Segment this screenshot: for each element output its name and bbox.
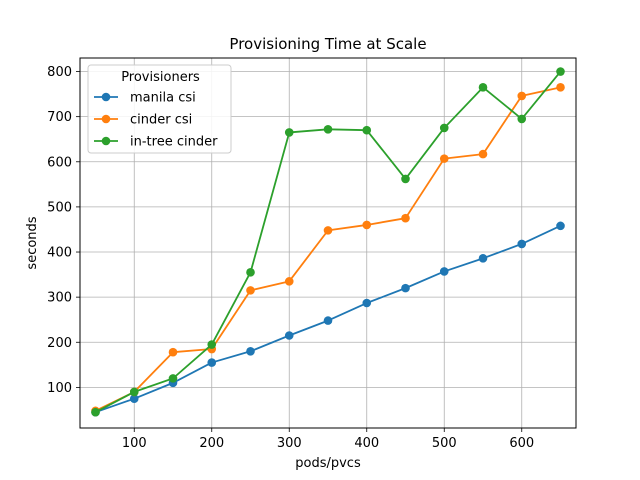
x-tick-label: 600 (509, 436, 534, 451)
ticks: 100 200 300 400 500 600 100 200 300 400 500 600 700 8… (47, 65, 534, 451)
plot-frame (79, 57, 577, 429)
data-point-manila-csi (129, 394, 139, 403)
y-tick-label: 400 (47, 246, 72, 261)
data-point-in-tree-cinder (556, 67, 565, 76)
y-tick-label: 300 (47, 291, 72, 306)
legend-swatch-marker (101, 92, 111, 102)
data-point-manila-csi (556, 221, 565, 231)
legend-item-cinder-csi: cinder csi (94, 113, 192, 128)
y-axis-label: seconds (25, 216, 40, 269)
legend: Provisioners manila csi cinder csi in-tree … (87, 64, 232, 154)
y-tick-label: 500 (47, 200, 72, 215)
data-point-manila-csi (517, 239, 527, 249)
data-point-manila-csi (323, 316, 333, 325)
y-tick-label: 700 (47, 110, 72, 125)
x-tick-label: 300 (277, 436, 302, 451)
y-tick-label: 600 (47, 155, 72, 170)
legend-title: Provisioners (121, 70, 200, 85)
legend-item-in-tree-cinder: in-tree cinder (94, 135, 218, 150)
data-point-cinder-csi (362, 220, 372, 230)
grid (80, 58, 576, 428)
data-point-in-tree-cinder (207, 340, 217, 349)
data-point-cinder-csi (284, 277, 294, 286)
data-point-cinder-csi (401, 213, 410, 223)
legend-box (87, 64, 232, 154)
legend-item-manila-csi: manila csi (94, 91, 196, 106)
data-point-cinder-csi (556, 83, 565, 92)
x-axis-label: pods/pvcs (295, 456, 361, 471)
y-tick-label: 100 (47, 381, 72, 396)
data-point-cinder-csi (439, 154, 449, 163)
legend-swatch-marker (101, 136, 111, 146)
x-tick-label: 100 (122, 436, 147, 451)
data-point-in-tree-cinder (91, 407, 100, 417)
data-point-manila-csi (246, 346, 255, 356)
x-tick-label: 200 (199, 436, 224, 451)
data-point-cinder-csi (323, 226, 333, 235)
data-point-in-tree-cinder (517, 114, 527, 124)
legend-label: manila csi (130, 91, 196, 106)
x-tick-label: 500 (432, 436, 457, 451)
series-in-tree-cinder (91, 67, 565, 417)
data-point-in-tree-cinder (478, 83, 488, 92)
data-point-in-tree-cinder (246, 268, 255, 277)
data-point-in-tree-cinder (362, 125, 372, 135)
data-point-in-tree-cinder (129, 387, 139, 397)
data-point-cinder-csi (478, 149, 488, 159)
data-point-manila-csi (284, 331, 294, 340)
y-tick-label: 200 (47, 336, 72, 351)
data-point-manila-csi (478, 254, 488, 263)
data-point-in-tree-cinder (323, 124, 333, 134)
legend-swatch-marker (101, 114, 111, 124)
x-tick-label: 400 (354, 436, 379, 451)
data-point-cinder-csi (246, 286, 255, 295)
data-point-cinder-csi (168, 347, 178, 357)
data-point-in-tree-cinder (168, 374, 178, 383)
data-point-manila-csi (362, 298, 372, 308)
data-point-manila-csi (439, 267, 449, 276)
y-tick-label: 800 (47, 65, 72, 80)
data-point-manila-csi (401, 283, 410, 293)
data-point-in-tree-cinder (284, 128, 294, 137)
series-group (91, 67, 565, 417)
data-point-in-tree-cinder (401, 174, 410, 184)
legend-label: cinder csi (130, 113, 192, 128)
data-point-cinder-csi (517, 91, 527, 101)
chart-title: Provisioning Time at Scale (229, 35, 426, 53)
data-point-manila-csi (207, 358, 217, 367)
data-point-in-tree-cinder (439, 123, 449, 133)
legend-label: in-tree cinder (130, 135, 218, 150)
